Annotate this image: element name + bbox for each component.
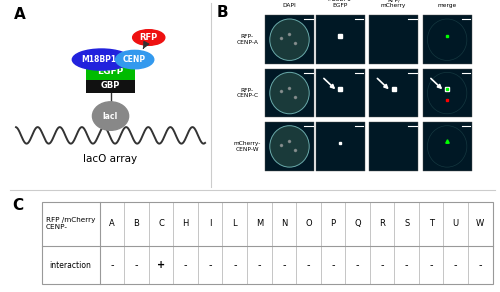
Ellipse shape — [270, 126, 309, 167]
Text: U: U — [452, 220, 459, 228]
Text: -: - — [258, 260, 261, 270]
Text: -: - — [478, 260, 482, 270]
FancyBboxPatch shape — [86, 64, 134, 80]
Text: W: W — [476, 220, 484, 228]
Text: -: - — [430, 260, 433, 270]
Text: H: H — [182, 220, 189, 228]
Text: -: - — [405, 260, 408, 270]
Text: A: A — [14, 7, 26, 22]
Text: RFP: RFP — [140, 33, 158, 42]
Text: GBP: GBP — [101, 81, 120, 90]
Text: -: - — [233, 260, 236, 270]
Bar — [422, 69, 472, 117]
Bar — [369, 15, 418, 64]
Text: -: - — [306, 260, 310, 270]
Ellipse shape — [116, 51, 154, 69]
Text: Q: Q — [354, 220, 361, 228]
Text: M: M — [256, 220, 263, 228]
Text: S: S — [404, 220, 409, 228]
FancyBboxPatch shape — [86, 78, 134, 93]
Text: -: - — [454, 260, 458, 270]
Text: -: - — [282, 260, 286, 270]
Ellipse shape — [132, 30, 165, 45]
Bar — [369, 122, 418, 171]
Text: DAPI: DAPI — [282, 3, 296, 8]
Text: R: R — [379, 220, 385, 228]
Text: B: B — [134, 220, 140, 228]
Text: -: - — [184, 260, 188, 270]
Text: B: B — [216, 5, 228, 20]
Bar — [316, 15, 365, 64]
Ellipse shape — [72, 49, 130, 70]
Text: O: O — [305, 220, 312, 228]
Bar — [42, 202, 492, 284]
Bar — [422, 15, 472, 64]
Text: N: N — [280, 220, 287, 228]
Text: -: - — [135, 260, 138, 270]
Text: mCherry-
CENP-W: mCherry- CENP-W — [234, 141, 261, 152]
Bar — [265, 15, 314, 64]
Bar — [422, 122, 472, 171]
Text: RFP-
CENP-C: RFP- CENP-C — [236, 88, 258, 98]
Text: -: - — [208, 260, 212, 270]
Text: I: I — [209, 220, 212, 228]
Text: T: T — [428, 220, 434, 228]
Text: L: L — [232, 220, 237, 228]
Text: interaction: interaction — [50, 260, 92, 270]
Text: lacI: lacI — [103, 112, 118, 121]
Text: M18BP1: M18BP1 — [81, 55, 116, 64]
Text: P: P — [330, 220, 336, 228]
Text: M18BP1-
EGFP: M18BP1- EGFP — [327, 0, 353, 8]
Text: +: + — [157, 260, 165, 270]
Bar — [265, 122, 314, 171]
Text: RFP/
mCherry: RFP/ mCherry — [381, 0, 406, 8]
Text: RFP /mCherry
CENP-: RFP /mCherry CENP- — [46, 218, 96, 230]
Text: -: - — [380, 260, 384, 270]
Bar — [369, 69, 418, 117]
Text: -: - — [356, 260, 360, 270]
Text: A: A — [109, 220, 115, 228]
Bar — [316, 122, 365, 171]
Ellipse shape — [92, 102, 128, 130]
Text: C: C — [12, 199, 24, 213]
Text: CENP: CENP — [123, 55, 146, 64]
Bar — [265, 69, 314, 117]
Text: lacO array: lacO array — [84, 154, 138, 164]
Text: EGFP: EGFP — [98, 67, 124, 77]
Ellipse shape — [270, 19, 309, 60]
Text: C: C — [158, 220, 164, 228]
Text: -: - — [110, 260, 114, 270]
Text: RFP-
CENP-A: RFP- CENP-A — [236, 34, 258, 45]
Text: -: - — [331, 260, 334, 270]
Text: merge: merge — [438, 3, 457, 8]
Bar — [316, 69, 365, 117]
Ellipse shape — [270, 72, 309, 114]
